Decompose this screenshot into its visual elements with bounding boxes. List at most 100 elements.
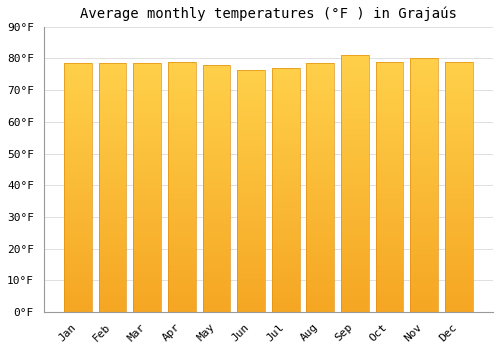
Bar — [272, 248, 299, 251]
Bar — [168, 93, 196, 96]
Bar — [272, 294, 299, 297]
Bar — [272, 220, 299, 224]
Bar — [168, 84, 196, 87]
Bar — [410, 201, 438, 204]
Bar — [306, 119, 334, 122]
Bar — [410, 77, 438, 80]
Bar — [272, 68, 299, 312]
Bar — [376, 177, 404, 181]
Bar — [272, 266, 299, 269]
Bar — [272, 83, 299, 86]
Bar — [376, 196, 404, 199]
Bar — [168, 202, 196, 205]
Bar — [376, 278, 404, 281]
Bar — [202, 158, 230, 161]
Bar — [64, 240, 92, 244]
Bar — [64, 181, 92, 184]
Bar — [202, 238, 230, 241]
Bar — [306, 147, 334, 150]
Bar — [306, 156, 334, 160]
Bar — [134, 153, 161, 156]
Bar — [272, 172, 299, 175]
Bar — [272, 193, 299, 196]
Bar — [341, 212, 369, 216]
Bar — [272, 77, 299, 80]
Bar — [237, 88, 265, 91]
Bar — [445, 99, 472, 102]
Bar — [272, 102, 299, 105]
Bar — [202, 83, 230, 86]
Bar — [237, 91, 265, 94]
Bar — [376, 131, 404, 134]
Bar — [98, 163, 126, 166]
Bar — [410, 264, 438, 268]
Bar — [202, 216, 230, 219]
Bar — [64, 110, 92, 113]
Bar — [410, 268, 438, 271]
Bar — [341, 97, 369, 100]
Bar — [306, 85, 334, 88]
Bar — [445, 108, 472, 112]
Bar — [341, 177, 369, 180]
Bar — [168, 190, 196, 193]
Bar — [202, 272, 230, 275]
Bar — [237, 112, 265, 115]
Bar — [445, 105, 472, 108]
Bar — [202, 133, 230, 136]
Bar — [306, 225, 334, 228]
Bar — [445, 137, 472, 140]
Bar — [341, 296, 369, 299]
Bar — [376, 99, 404, 102]
Bar — [134, 147, 161, 150]
Bar — [237, 178, 265, 182]
Bar — [168, 68, 196, 71]
Bar — [64, 100, 92, 104]
Bar — [410, 309, 438, 312]
Bar — [306, 250, 334, 253]
Bar — [202, 142, 230, 145]
Bar — [306, 63, 334, 312]
Bar — [202, 68, 230, 71]
Bar — [306, 194, 334, 197]
Bar — [98, 175, 126, 178]
Bar — [445, 202, 472, 205]
Bar — [202, 188, 230, 191]
Bar — [410, 284, 438, 287]
Bar — [272, 230, 299, 233]
Bar — [410, 103, 438, 106]
Bar — [202, 293, 230, 296]
Bar — [237, 285, 265, 288]
Bar — [98, 82, 126, 85]
Bar — [445, 218, 472, 221]
Bar — [376, 199, 404, 202]
Bar — [376, 274, 404, 278]
Bar — [445, 252, 472, 256]
Bar — [168, 87, 196, 90]
Bar — [410, 242, 438, 245]
Bar — [306, 132, 334, 135]
Bar — [202, 195, 230, 198]
Bar — [306, 150, 334, 153]
Bar — [376, 155, 404, 159]
Bar — [202, 182, 230, 185]
Bar — [410, 208, 438, 211]
Bar — [306, 212, 334, 216]
Bar — [341, 148, 369, 152]
Bar — [410, 106, 438, 109]
Bar — [341, 264, 369, 267]
Bar — [64, 231, 92, 234]
Bar — [98, 184, 126, 188]
Bar — [341, 251, 369, 254]
Bar — [98, 309, 126, 312]
Bar — [237, 200, 265, 203]
Bar — [237, 264, 265, 266]
Bar — [98, 132, 126, 135]
Bar — [134, 278, 161, 281]
Bar — [306, 268, 334, 272]
Bar — [98, 188, 126, 191]
Bar — [445, 209, 472, 212]
Bar — [237, 154, 265, 158]
Bar — [237, 194, 265, 197]
Bar — [306, 184, 334, 188]
Bar — [98, 172, 126, 175]
